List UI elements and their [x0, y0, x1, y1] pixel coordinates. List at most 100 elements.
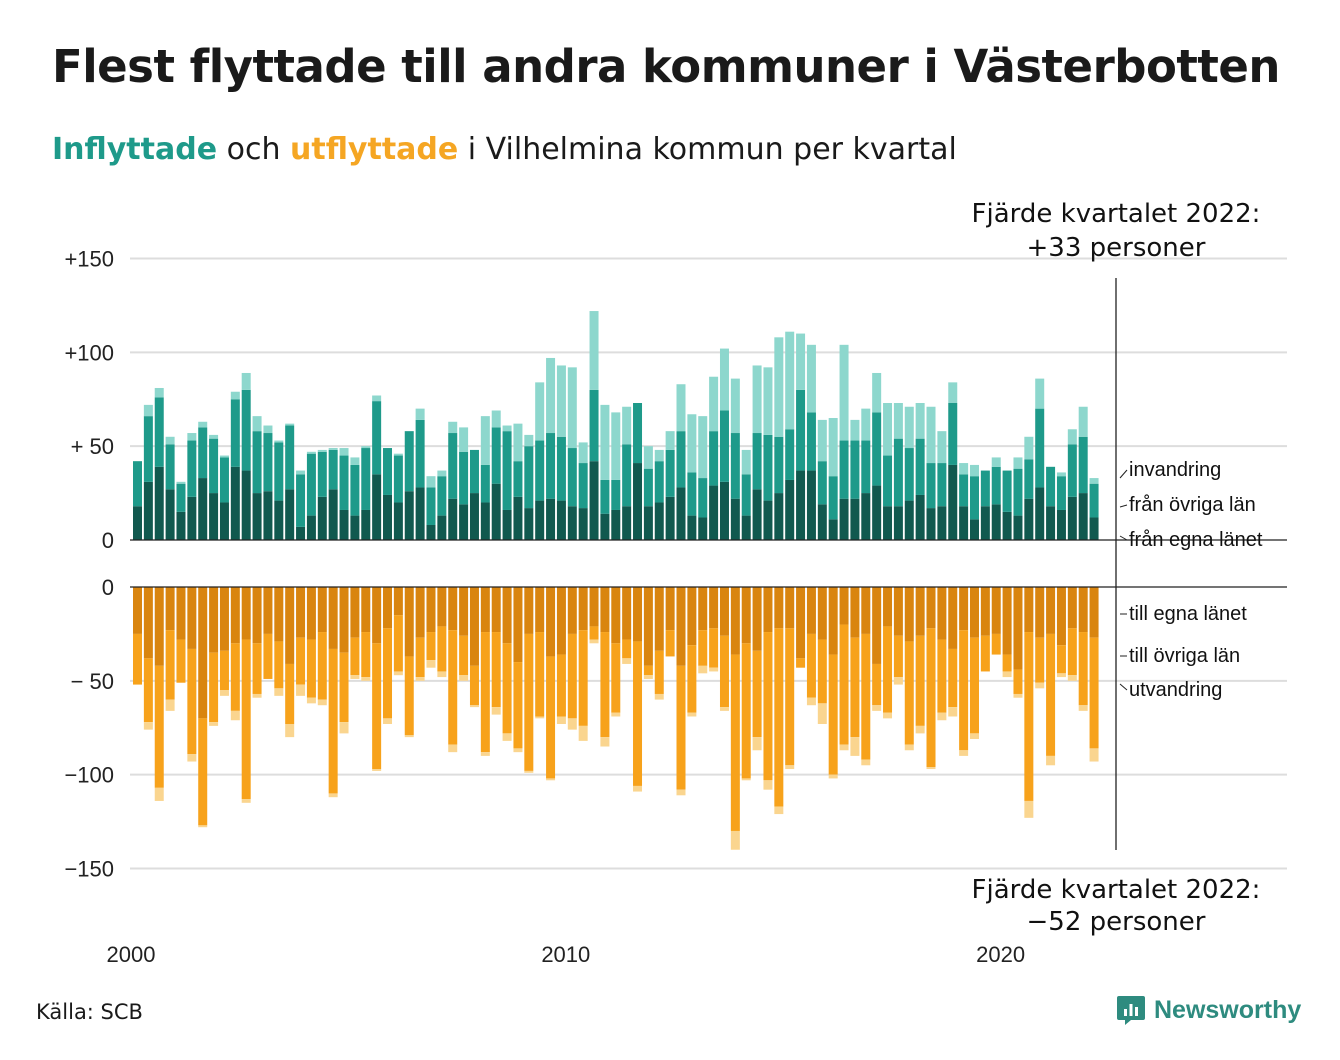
- outflow-bar-ovriga: [687, 645, 697, 713]
- inflow-bar-egna: [230, 466, 240, 540]
- gridlines: [130, 257, 1287, 870]
- inflow-bar-ovriga: [306, 453, 316, 516]
- newsworthy-logo[interactable]: Newsworthy: [1116, 994, 1301, 1026]
- outflow-bar-egna: [839, 587, 849, 625]
- outflow-bar-egna: [915, 587, 925, 636]
- outflow-bar-utvandring: [1024, 800, 1034, 818]
- outflow-bar-ovriga: [1046, 633, 1056, 756]
- outflow-bar-ovriga: [904, 641, 914, 745]
- inflow-bar-invandring: [198, 421, 208, 428]
- outflow-bar-ovriga: [1078, 632, 1088, 706]
- outflow-bar-egna: [426, 587, 436, 633]
- inflow-bar-egna: [372, 474, 382, 540]
- subtitle-outflow-word: utflyttade: [290, 132, 459, 167]
- annotations: Fjärde kvartalet 2022: +33 personer Fjärde…: [972, 199, 1263, 937]
- inflow-bar-ovriga: [209, 438, 219, 494]
- inflow-bar-egna: [252, 493, 262, 540]
- outflow-bar-egna: [643, 587, 653, 666]
- outflow-bar-utvandring: [1035, 682, 1045, 689]
- outflow-bar-egna: [991, 587, 1001, 634]
- outflow-bar-utvandring: [339, 722, 349, 734]
- outflow-bar-egna: [502, 587, 512, 644]
- outflow-bar-ovriga: [676, 665, 686, 790]
- outflow-bar-utvandring: [535, 716, 545, 719]
- outflow-bar-ovriga: [328, 648, 338, 794]
- outflow-bar-ovriga: [535, 632, 545, 717]
- outflow-bar-utvandring: [556, 716, 566, 724]
- outflow-bar-egna: [252, 587, 262, 644]
- outflow-bar-egna: [687, 587, 697, 646]
- annotation-top-text: Fjärde kvartalet 2022:: [972, 199, 1261, 229]
- outflow-bar-ovriga: [448, 630, 458, 745]
- outflow-bar-utvandring: [643, 675, 653, 679]
- inflow-bar-ovriga: [622, 444, 632, 507]
- outflow-bar-ovriga: [872, 663, 882, 706]
- inflow-bar-invandring: [219, 455, 229, 458]
- outflow-bar-egna: [567, 587, 577, 634]
- outflow-bar-utvandring: [709, 667, 719, 672]
- outflow-bar-utvandring: [209, 722, 219, 726]
- outflow-bar-utvandring: [502, 733, 512, 741]
- outflow-bar-egna: [285, 587, 295, 664]
- inflow-bar-ovriga: [774, 436, 784, 494]
- outflow-bar-utvandring: [165, 699, 175, 711]
- inflow-bar-ovriga: [176, 483, 186, 512]
- subtitle-rest: i Vilhelmina kommun per kvartal: [458, 132, 957, 167]
- inflow-bar-ovriga: [491, 427, 501, 484]
- inflow-bar-egna: [546, 498, 556, 540]
- inflow-bar-ovriga: [948, 403, 958, 465]
- outflow-bar-utvandring: [437, 671, 447, 678]
- outflow-bar-utvandring: [459, 675, 469, 681]
- inflow-bar-ovriga: [1046, 466, 1056, 507]
- inflow-bar-invandring: [752, 365, 762, 434]
- inflow-bar-invandring: [709, 376, 719, 432]
- inflow-bar-egna: [415, 487, 425, 540]
- inflow-bar-invandring: [1035, 378, 1045, 409]
- inflow-bar-egna: [274, 500, 284, 540]
- inflow-bar-egna: [198, 478, 208, 540]
- inflow-bar-ovriga: [556, 436, 566, 501]
- outflow-bar-ovriga: [198, 718, 208, 826]
- outflow-bar-ovriga: [600, 632, 610, 738]
- inflow-bar-egna: [404, 491, 414, 540]
- outflow-bar-egna: [850, 587, 860, 638]
- inflow-bar-ovriga: [991, 466, 1001, 505]
- outflow-bar-egna: [1024, 587, 1034, 633]
- inflow-bar-egna: [796, 470, 806, 540]
- outflow-bar-ovriga: [1089, 637, 1099, 749]
- inflow-bar-invandring: [687, 414, 697, 473]
- outflow-bar-egna: [546, 587, 556, 657]
- outflow-bar-ovriga: [774, 628, 784, 807]
- outflow-bar-ovriga: [850, 637, 860, 738]
- inflow-bar-egna: [285, 489, 295, 540]
- inflow-bar-invandring: [1078, 406, 1088, 437]
- inflow-bar-egna: [296, 526, 306, 540]
- series-label: invandring: [1129, 459, 1221, 481]
- label-tick: [1119, 535, 1128, 541]
- inflow-bar-ovriga: [230, 399, 240, 467]
- outflow-bar-ovriga: [133, 633, 142, 685]
- outflow-bar-egna: [448, 587, 458, 631]
- label-tick: [1119, 469, 1128, 479]
- outflow-bar-egna: [1002, 587, 1012, 655]
- inflow-bar-invandring: [285, 423, 295, 426]
- outflow-bar-utvandring: [372, 769, 382, 771]
- outflow-bar-ovriga: [796, 658, 806, 668]
- inflow-bar-invandring: [817, 419, 827, 462]
- outflow-bar-egna: [263, 587, 273, 634]
- inflow-bar-ovriga: [828, 476, 838, 520]
- outflow-bar-utvandring: [817, 703, 827, 724]
- outflow-bar-ovriga: [1002, 654, 1012, 672]
- outflow-bar-ovriga: [524, 633, 534, 771]
- outflow-bar-utvandring: [578, 725, 588, 741]
- outflow-bar-ovriga: [643, 665, 653, 676]
- inflow-bar-egna: [948, 464, 958, 540]
- outflow-bar-utvandring: [904, 744, 914, 751]
- outflow-bar-ovriga: [176, 639, 186, 683]
- y-tick-label: +150: [64, 246, 114, 271]
- outflow-bar-ovriga: [230, 643, 240, 711]
- outflow-bar-ovriga: [513, 662, 523, 749]
- outflow-bar-egna: [774, 587, 784, 629]
- outflow-bar-utvandring: [513, 748, 523, 753]
- outflow-bar-egna: [361, 587, 371, 633]
